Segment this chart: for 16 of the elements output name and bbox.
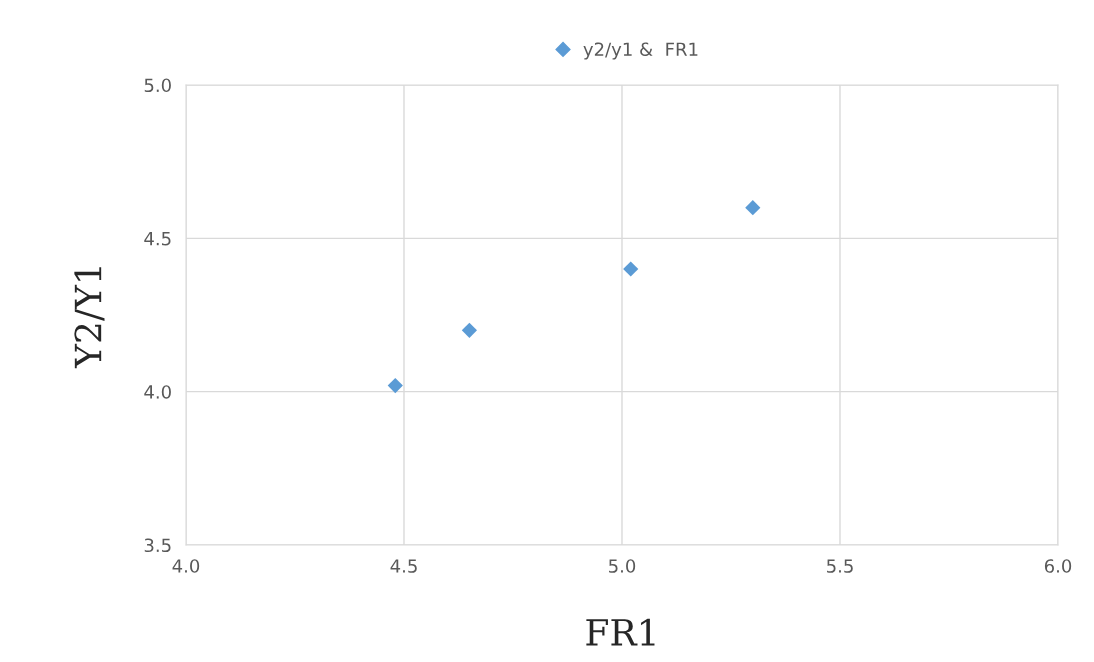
point — [461, 322, 478, 338]
point — [387, 377, 403, 394]
x-tick-label: 4.5 — [390, 559, 417, 573]
y-tick-label: 4.0 — [144, 385, 171, 399]
x-tick-label: 4.0 — [172, 559, 200, 573]
point — [745, 200, 761, 216]
x-tick-label: 5.0 — [609, 559, 636, 573]
legend-label: y2/y1 & FR1 — [583, 42, 698, 60]
y-axis-title: Y2/Y1 — [74, 267, 105, 369]
point — [623, 261, 639, 277]
x-tick-label: 5.5 — [827, 559, 853, 573]
y-tick-label: 5.0 — [144, 78, 171, 93]
x-tick-label: 6.0 — [1044, 559, 1072, 573]
y-tick-label: 3.5 — [144, 538, 171, 553]
y-tick-label: 4.5 — [144, 232, 171, 246]
x-axis-title: FR1 — [586, 618, 655, 646]
